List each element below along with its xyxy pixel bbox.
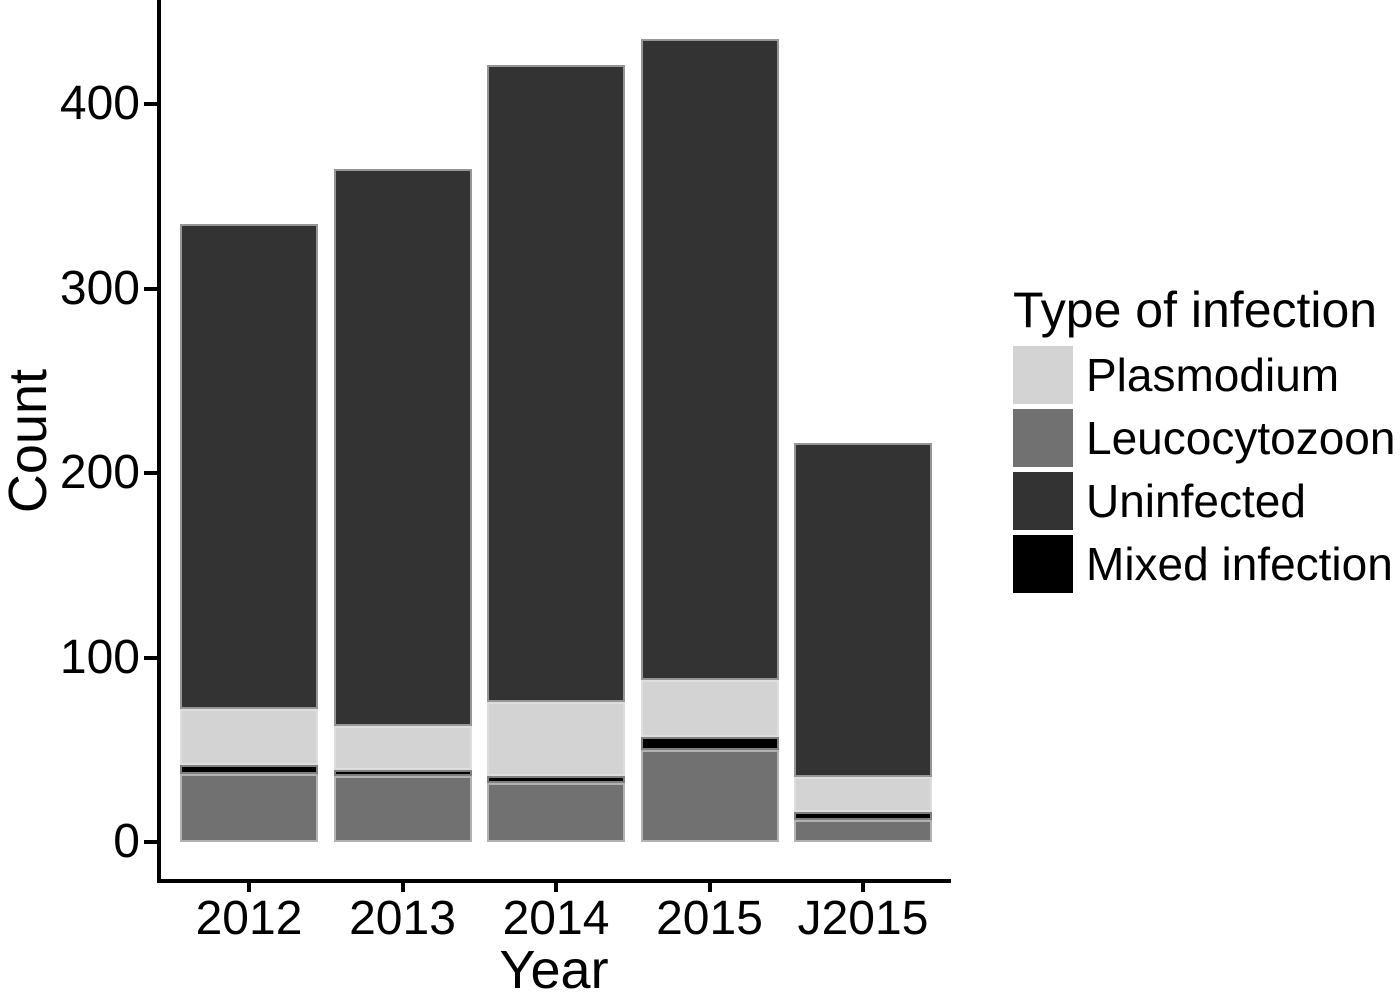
y-tick-mark <box>144 655 157 660</box>
bar-segment-leucocytozoon <box>640 749 779 842</box>
y-tick-label: 300 <box>59 261 140 315</box>
legend-label: Uninfected <box>1086 475 1306 527</box>
x-tick-mark <box>400 883 405 892</box>
legend-items: Plasmodium Leucocytozoon Uninfected Mixed i… <box>1013 346 1400 593</box>
bar-segment-leucocytozoon <box>794 819 932 842</box>
legend-label: Leucocytozoon <box>1086 412 1396 464</box>
legend-label: Plasmodium <box>1086 349 1340 401</box>
bar-segment-plasmodium <box>180 709 318 765</box>
legend-title: Type of infection <box>1013 282 1378 338</box>
x-tick-label: J2015 <box>797 892 929 945</box>
legend-item-uninfected: Uninfected <box>1013 472 1400 530</box>
x-tick-mark <box>861 883 865 892</box>
bar-segment-leucocytozoon <box>333 775 472 842</box>
bar-segment-mixed-infection <box>640 736 779 750</box>
bar-segment-mixed-infection <box>333 770 472 776</box>
bar-segment-uninfected <box>794 443 932 778</box>
bar-segment-uninfected <box>487 65 625 702</box>
x-tick-mark <box>247 883 251 892</box>
x-tick-label: 2012 <box>195 892 303 945</box>
y-tick-label: 0 <box>113 815 140 868</box>
y-axis-title: Count <box>0 368 58 514</box>
y-tick-label: 100 <box>59 630 140 684</box>
x-tick-mark <box>707 883 712 892</box>
bar-segment-mixed-infection <box>487 775 625 783</box>
legend-swatch-mixed-infection <box>1013 535 1073 593</box>
x-tick-label: 2014 <box>502 892 610 945</box>
legend-swatch-plasmodium <box>1013 346 1073 404</box>
y-axis-line <box>157 0 161 883</box>
y-tick-label: 200 <box>59 446 140 499</box>
y-tick-mark <box>144 840 157 844</box>
y-tick-mark <box>144 102 157 106</box>
bar-segment-mixed-infection <box>794 812 932 820</box>
bar-segment-leucocytozoon <box>487 782 625 842</box>
bar-segment-mixed-infection <box>180 764 318 774</box>
bar-segment-plasmodium <box>487 701 625 776</box>
legend-item-leucocytozoon: Leucocytozoon <box>1013 409 1400 467</box>
legend: Type of infection Plasmodium Leucocytozoo… <box>1013 282 1400 598</box>
bar-segment-uninfected <box>333 168 472 726</box>
y-tick-mark <box>144 471 157 475</box>
bar-segment-uninfected <box>180 223 318 710</box>
legend-item-mixed-infection: Mixed infection <box>1013 535 1400 593</box>
legend-label: Mixed infection <box>1086 538 1393 590</box>
x-tick-label: 2015 <box>656 892 763 945</box>
bar-segment-uninfected <box>640 39 779 680</box>
bar-segment-plasmodium <box>333 725 472 771</box>
x-axis-line <box>157 879 951 883</box>
legend-swatch-uninfected <box>1013 472 1073 530</box>
x-axis-title: Year <box>499 940 609 994</box>
legend-swatch-leucocytozoon <box>1013 409 1073 467</box>
x-tick-label: 2013 <box>349 892 456 945</box>
bar-segment-plasmodium <box>640 679 779 737</box>
y-tick-label: 400 <box>59 77 140 130</box>
legend-item-plasmodium: Plasmodium <box>1013 346 1400 404</box>
bar-segment-plasmodium <box>794 777 932 813</box>
x-tick-mark <box>554 883 558 892</box>
y-tick-mark <box>144 286 157 291</box>
bar-segment-leucocytozoon <box>180 773 318 842</box>
